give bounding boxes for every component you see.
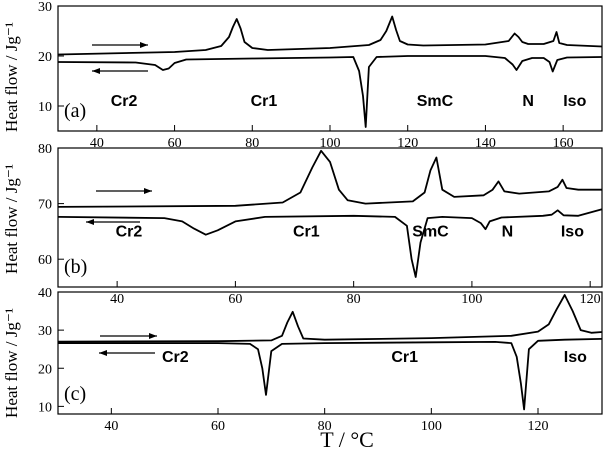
panel-1-phase-label: Cr1 bbox=[251, 93, 278, 110]
panel-1-x-tick-label: 40 bbox=[90, 136, 104, 151]
panel-1-phase-label: N bbox=[522, 93, 534, 110]
panel-3-y-tick-label: 40 bbox=[38, 286, 52, 301]
panel-2-phase-label: SmC bbox=[412, 223, 449, 240]
panel-2-arrowhead bbox=[144, 188, 152, 194]
panel-3-arrowhead bbox=[99, 350, 107, 356]
panel-3-phase-label: Iso bbox=[564, 349, 587, 366]
panel-1-x-tick-label: 160 bbox=[553, 136, 574, 151]
panel-2-tag: (b) bbox=[64, 256, 87, 278]
panel-1-x-tick-label: 80 bbox=[245, 136, 259, 151]
panel-1-x-tick-label: 60 bbox=[168, 136, 182, 151]
panel-3-x-tick-label: 40 bbox=[104, 419, 118, 434]
panel-2-phase-label: Iso bbox=[561, 223, 584, 240]
panel-2-y-tick-label: 70 bbox=[38, 198, 52, 213]
panel-1-arrowhead bbox=[92, 68, 100, 74]
panel-2-heating-curve bbox=[57, 149, 602, 208]
panel-3-heating-curve bbox=[57, 294, 603, 343]
panel-3-phase-label: Cr1 bbox=[391, 349, 418, 366]
panel-1-cooling-curve bbox=[57, 55, 603, 128]
panel-2-cooling-curve bbox=[57, 208, 603, 278]
panel-2-y-tick-label: 60 bbox=[38, 253, 52, 268]
panel-2-arrowhead bbox=[86, 219, 94, 225]
panel-3-y-tick-label: 10 bbox=[38, 400, 52, 415]
y-axis-label-bottom: Heat flow / Jg⁻¹ bbox=[2, 308, 21, 418]
panel-3-arrowhead bbox=[149, 333, 157, 339]
panel-2-x-tick-label: 100 bbox=[461, 292, 482, 307]
panel-3-x-tick-label: 100 bbox=[421, 419, 442, 434]
panel-2-phase-label: N bbox=[502, 223, 514, 240]
panel-3-x-tick-label: 60 bbox=[211, 419, 225, 434]
panel-3-y-tick-label: 30 bbox=[38, 324, 52, 339]
panel-1-phase-label: Iso bbox=[563, 93, 586, 110]
y-axis-label-top: Heat flow / Jg⁻¹ bbox=[2, 22, 21, 132]
panel-2-x-tick-label: 80 bbox=[347, 292, 361, 307]
panel-1-frame bbox=[57, 5, 603, 132]
panel-2-phase-label: Cr2 bbox=[116, 223, 143, 240]
panel-1-y-tick-label: 30 bbox=[38, 0, 52, 15]
panel-1-arrowhead bbox=[140, 42, 148, 48]
panel-3-cooling-curve bbox=[58, 338, 603, 411]
panel-2-y-tick-label: 80 bbox=[38, 142, 52, 157]
panel-1-x-tick-label: 120 bbox=[397, 136, 418, 151]
panel-2-phase-label: Cr1 bbox=[293, 223, 320, 240]
panel-2-x-tick-label: 60 bbox=[228, 292, 242, 307]
panel-3-x-tick-label: 80 bbox=[318, 419, 332, 434]
panel-1-tag: (a) bbox=[64, 100, 86, 122]
panel-2-x-tick-label: 120 bbox=[580, 292, 601, 307]
panel-1-phase-label: SmC bbox=[417, 93, 454, 110]
panel-1-x-tick-label: 100 bbox=[320, 136, 341, 151]
panel-1-phase-label: Cr2 bbox=[111, 93, 138, 110]
y-axis-label-middle: Heat flow / Jg⁻¹ bbox=[2, 164, 21, 274]
panel-3-y-tick-label: 20 bbox=[38, 362, 52, 377]
panel-3-frame bbox=[57, 291, 603, 415]
panel-1-y-tick-label: 20 bbox=[38, 50, 52, 65]
panel-2-x-tick-label: 40 bbox=[110, 292, 124, 307]
panel-3-x-tick-label: 120 bbox=[528, 419, 549, 434]
panel-1-heating-curve bbox=[57, 15, 603, 56]
panel-1-x-tick-label: 140 bbox=[475, 136, 496, 151]
panel-3-phase-label: Cr2 bbox=[162, 349, 189, 366]
panel-1-y-tick-label: 10 bbox=[38, 100, 52, 115]
panel-3-tag: (c) bbox=[64, 383, 86, 405]
x-axis-label: T / °C bbox=[320, 427, 374, 452]
